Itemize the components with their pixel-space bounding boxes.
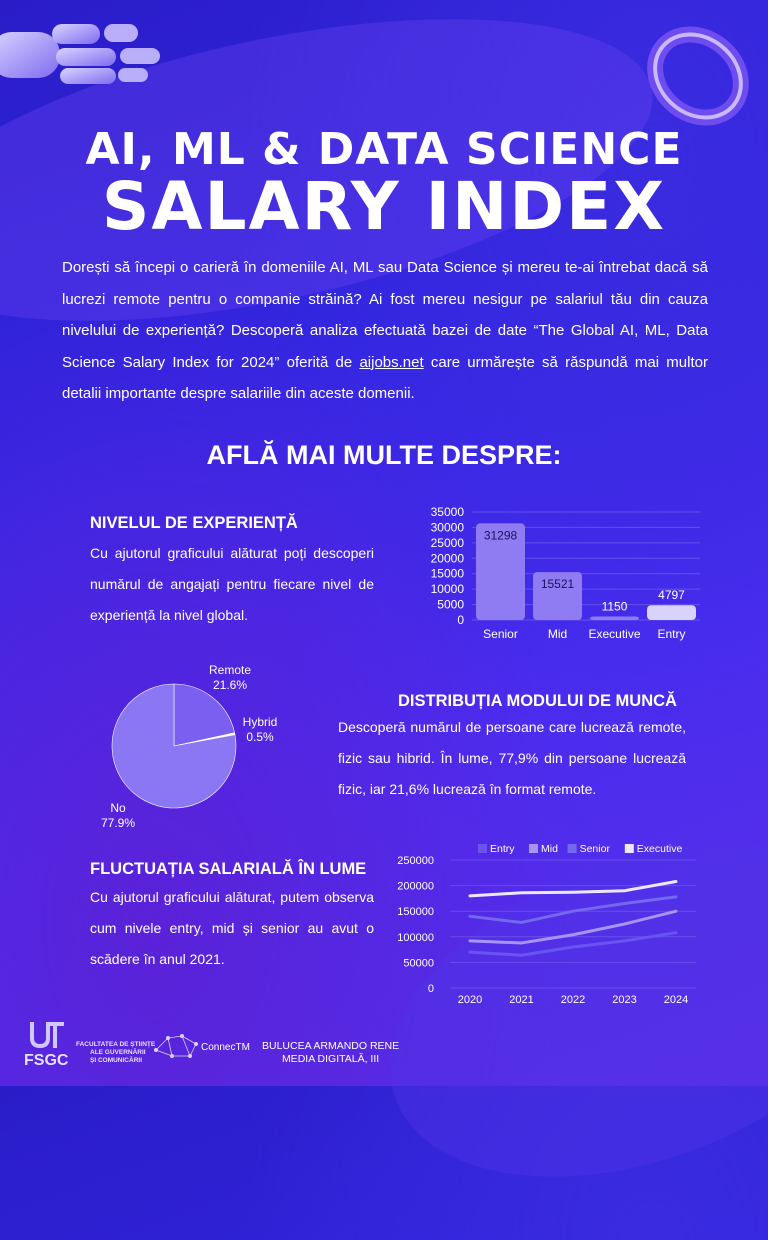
faculty-line3: ȘI COMUNICĂRII — [90, 1057, 142, 1064]
series-line — [468, 931, 678, 957]
work-mode-title: DISTRIBUȚIA MODULUI DE MUNCĂ — [398, 692, 677, 710]
bar-value-label: 31298 — [484, 528, 518, 542]
network-icon — [154, 1034, 199, 1058]
faculty-name: FACULTATEA DE ȘTIINȚE ALE GUVERNĂRII ȘI … — [76, 1041, 155, 1065]
x-tick-label: Mid — [548, 627, 567, 641]
x-tick-label: 2021 — [509, 994, 533, 1006]
series-line — [468, 895, 678, 924]
y-tick-label: 150000 — [397, 906, 434, 918]
ut-logo-icon — [30, 1022, 64, 1049]
x-tick-label: 2024 — [664, 994, 688, 1006]
y-tick-label: 25000 — [431, 536, 465, 550]
x-tick-label: Entry — [657, 627, 685, 641]
pie-value-label: 21.6% — [213, 678, 247, 692]
fsgc-logo: FSGC — [24, 1020, 72, 1076]
legend-swatch — [567, 844, 577, 853]
bar-value-label: 1150 — [602, 599, 628, 613]
y-tick-label: 100000 — [397, 932, 434, 944]
y-tick-label: 200000 — [397, 881, 434, 893]
x-tick-label: 2023 — [612, 994, 636, 1006]
legend-swatch — [624, 844, 634, 853]
series-line — [468, 909, 678, 945]
pie-label: Remote — [209, 663, 251, 677]
page-title-line1: AI, ML & DATA SCIENCE — [85, 124, 683, 175]
page-title-line2: SALARY INDEX — [101, 168, 667, 245]
salary-title: FLUCTUAȚIA SALARIALĂ ÎN LUME — [90, 860, 367, 878]
experience-title: NIVELUL DE EXPERIENȚĂ — [90, 514, 298, 532]
pie-value-label: 0.5% — [246, 730, 274, 744]
salary-line-chart: 0 50000 100000 150000 200000 250000 2020 2021 20… — [397, 843, 696, 1006]
bar-value-label: 4797 — [658, 588, 685, 602]
y-tick-label: 20000 — [431, 551, 465, 565]
author-block: BULUCEA ARMANDO RENE MEDIA DIGITALĂ, III — [262, 1040, 399, 1066]
ring-illustration — [647, 26, 749, 126]
y-tick-label: 10000 — [431, 582, 465, 596]
y-tick-label: 30000 — [431, 520, 465, 534]
y-tick-label: 50000 — [403, 957, 434, 969]
legend-swatch — [478, 844, 487, 853]
work-mode-text: Descoperă numărul de persoane care lucre… — [338, 719, 686, 797]
section-heading: AFLĂ MAI MULTE DESPRE: — [206, 440, 562, 470]
y-tick-label: 0 — [457, 613, 464, 627]
legend-label: Senior — [580, 843, 611, 855]
intro-text: Dorești să începi o carieră în domeniile… — [62, 259, 708, 371]
y-tick-label: 15000 — [431, 567, 465, 581]
pie-slice — [173, 683, 235, 747]
bar — [647, 605, 696, 620]
faculty-line2: ALE GUVERNĂRII — [90, 1049, 146, 1056]
pie-label: Hybrid — [243, 715, 278, 729]
legend-label: Entry — [490, 843, 515, 855]
y-tick-label: 5000 — [437, 598, 464, 612]
author-name: BULUCEA ARMANDO RENE — [262, 1040, 400, 1052]
experience-text: Cu ajutorul graficului alăturat poți des… — [90, 545, 374, 623]
series-line — [468, 880, 678, 898]
y-tick-label: 35000 — [431, 505, 465, 519]
x-tick-label: 2020 — [458, 994, 482, 1006]
intro-text-end: care urmărește să răspundă mai multor de… — [62, 353, 708, 403]
network-label: ConnecTM — [201, 1042, 250, 1053]
pie-slice — [111, 683, 237, 809]
y-tick-label: 250000 — [397, 855, 434, 867]
intro-paragraph: Dorești să începi o carieră în domeniile… — [62, 252, 708, 410]
salary-text: Cu ajutorul graficului alăturat, putem o… — [90, 889, 374, 967]
x-tick-label: Executive — [588, 627, 640, 641]
y-tick-label: 0 — [428, 983, 434, 995]
pie-value-label: 77.9% — [101, 816, 135, 830]
bar — [590, 616, 639, 620]
fsgc-logo-text: FSGC — [24, 1052, 69, 1069]
bar-value-label: 15521 — [541, 577, 575, 591]
author-program: MEDIA DIGITALĂ, III — [281, 1053, 380, 1065]
legend-swatch — [529, 844, 538, 853]
legend-label: Mid — [541, 843, 558, 855]
legend-label: Executive — [637, 843, 683, 855]
bar — [533, 572, 582, 620]
bar — [476, 523, 525, 620]
x-tick-label: 2022 — [561, 994, 585, 1006]
aijobs-link[interactable]: aijobs.net — [359, 353, 424, 371]
robot-hand-illustration — [0, 24, 160, 84]
x-tick-label: Senior — [483, 627, 518, 641]
pie-label: No — [110, 801, 126, 815]
faculty-line1: FACULTATEA DE ȘTIINȚE — [76, 1041, 156, 1048]
